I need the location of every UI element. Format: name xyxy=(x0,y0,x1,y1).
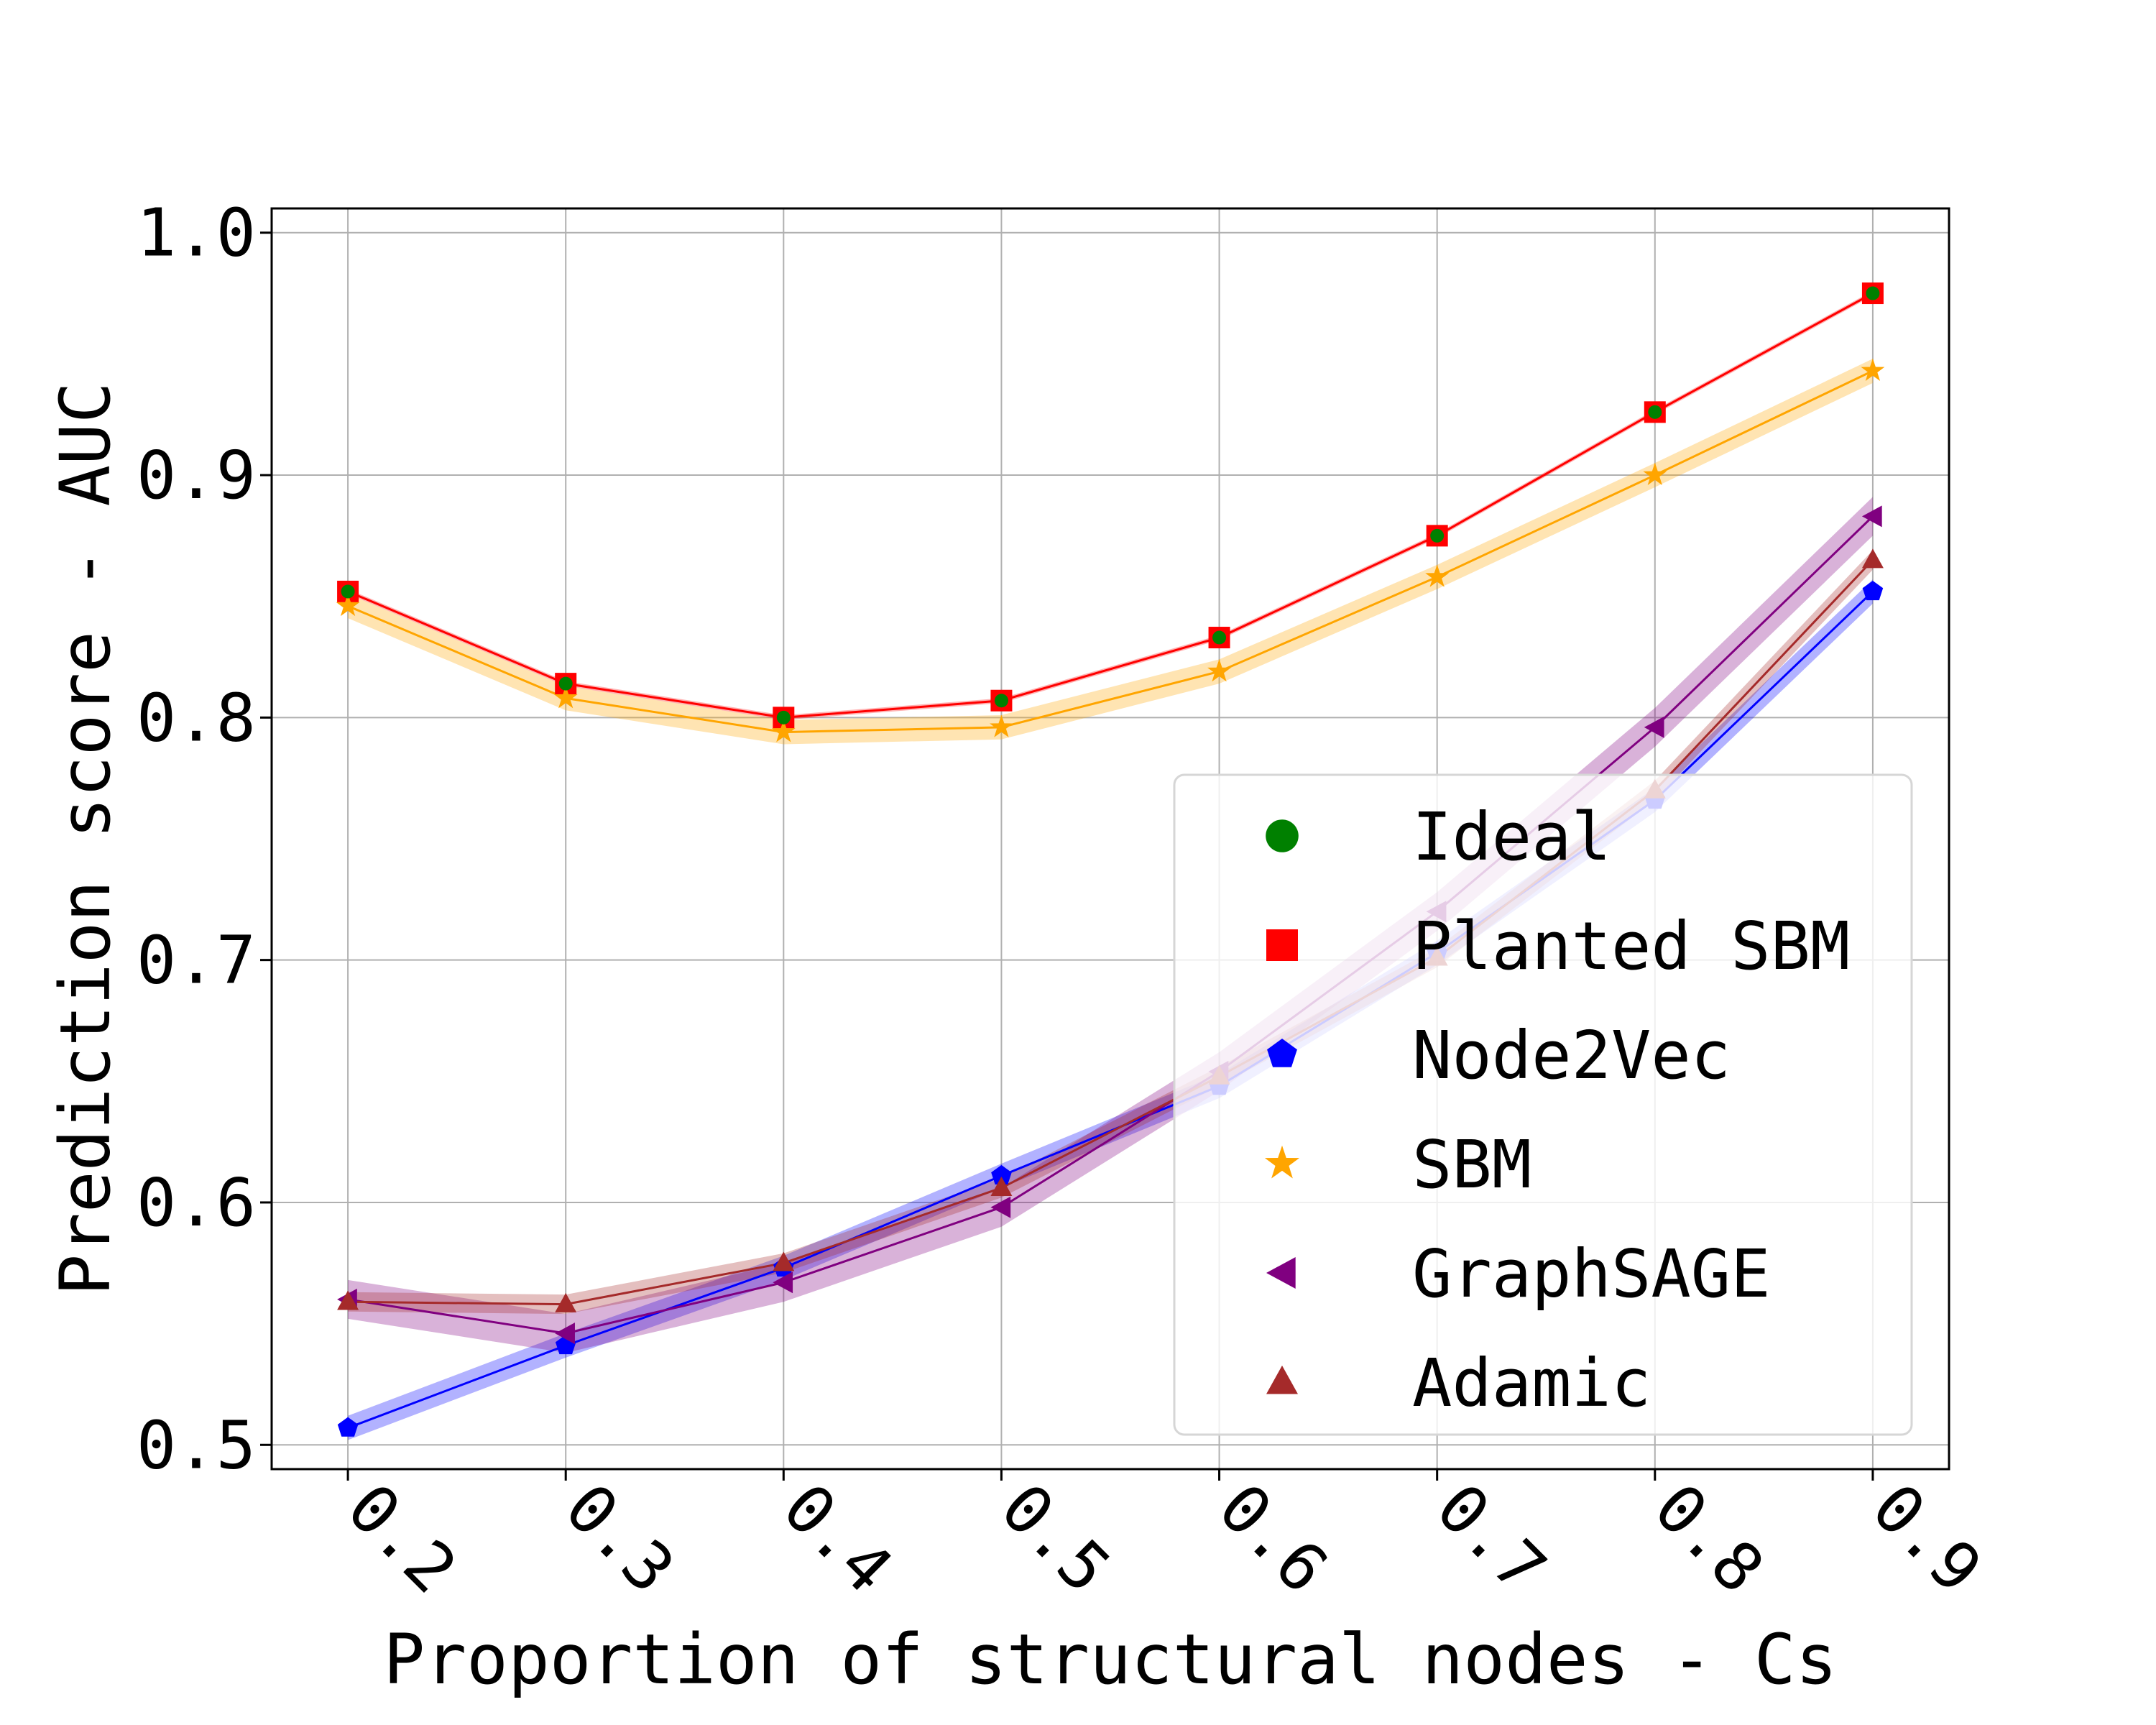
point-graphsage xyxy=(773,1271,793,1294)
x-tick-label: 0.7 xyxy=(1422,1469,1560,1608)
x-tick-label: 0.9 xyxy=(1857,1469,1996,1608)
point-sbm xyxy=(771,719,796,742)
legend-label-ideal: Ideal xyxy=(1412,799,1611,875)
x-axis-label: Proportion of structural nodes - Cs xyxy=(384,1619,1838,1700)
y-axis-label: Prediction score - AUC xyxy=(45,382,126,1296)
point-sbm xyxy=(336,593,360,617)
point-sbm xyxy=(1207,659,1231,682)
point-ideal xyxy=(1212,630,1227,645)
x-tick-label: 0.2 xyxy=(333,1469,471,1608)
line-graphsage xyxy=(347,515,1874,1335)
point-sbm xyxy=(1861,358,1885,381)
point-ideal xyxy=(1866,286,1880,300)
y-axis-ticks: 0.5 0.6 0.7 0.8 0.9 1.0 xyxy=(137,195,272,1484)
y-tick-label: 0.8 xyxy=(137,679,256,756)
point-adamic xyxy=(555,1292,577,1312)
x-tick-label: 0.4 xyxy=(768,1469,907,1608)
point-ideal xyxy=(1430,528,1445,543)
point-ideal xyxy=(1648,405,1662,419)
point-graphsage xyxy=(1861,505,1882,528)
point-node2vec xyxy=(991,1164,1012,1184)
legend-label-adamic: Adamic xyxy=(1412,1345,1651,1422)
line-sbm xyxy=(347,369,1874,734)
point-sbm xyxy=(990,714,1013,737)
point-adamic xyxy=(773,1251,795,1271)
point-node2vec xyxy=(337,1417,359,1437)
plot-frame xyxy=(270,207,1950,1471)
legend-label-planted-sbm: Planted SBM xyxy=(1412,908,1850,985)
legend-box xyxy=(1173,773,1913,1436)
point-sbm xyxy=(553,686,578,709)
band-planted-sbm xyxy=(348,290,1873,720)
point-ideal xyxy=(776,710,791,724)
point-ideal xyxy=(341,584,355,599)
point-graphsage xyxy=(990,1196,1011,1218)
legend: Ideal Planted SBM Node2Vec SBM GraphSAGE Adam… xyxy=(1173,773,1913,1436)
point-ideal xyxy=(994,694,1008,708)
x-tick-label: 0.3 xyxy=(550,1469,689,1608)
point-adamic xyxy=(1861,548,1884,569)
point-sbm xyxy=(1425,564,1450,587)
point-sbm xyxy=(1643,462,1667,485)
line-planted-sbm xyxy=(347,292,1874,719)
x-tick-label: 0.8 xyxy=(1639,1469,1778,1608)
point-node2vec xyxy=(1862,580,1884,601)
point-graphsage xyxy=(1644,716,1664,738)
point-adamic xyxy=(990,1176,1013,1196)
point-adamic xyxy=(337,1290,359,1310)
point-graphsage xyxy=(555,1322,575,1345)
y-tick-label: 0.9 xyxy=(137,437,256,514)
y-tick-label: 1.0 xyxy=(137,195,256,272)
x-tick-label: 0.6 xyxy=(1204,1469,1342,1608)
legend-label-sbm: SBM xyxy=(1412,1126,1531,1203)
y-tick-label: 0.6 xyxy=(137,1164,256,1241)
x-axis-ticks: 0.2 0.3 0.4 0.5 0.6 0.7 0.8 0.9 xyxy=(333,1469,1996,1608)
legend-marker-adamic xyxy=(1266,1365,1298,1394)
point-ideal xyxy=(558,676,573,691)
legend-marker-graphsage xyxy=(1266,1257,1296,1289)
x-tick-label: 0.5 xyxy=(986,1469,1125,1608)
legend-marker-sbm xyxy=(1264,1145,1300,1179)
legend-label-node2vec: Node2Vec xyxy=(1412,1017,1731,1094)
y-tick-label: 0.5 xyxy=(137,1407,256,1484)
legend-marker-planted-sbm xyxy=(1266,929,1298,961)
legend-marker-node2vec xyxy=(1267,1039,1297,1067)
legend-marker-ideal xyxy=(1266,819,1299,852)
legend-label-graphsage: GraphSAGE xyxy=(1412,1236,1771,1312)
y-tick-label: 0.7 xyxy=(137,922,256,999)
